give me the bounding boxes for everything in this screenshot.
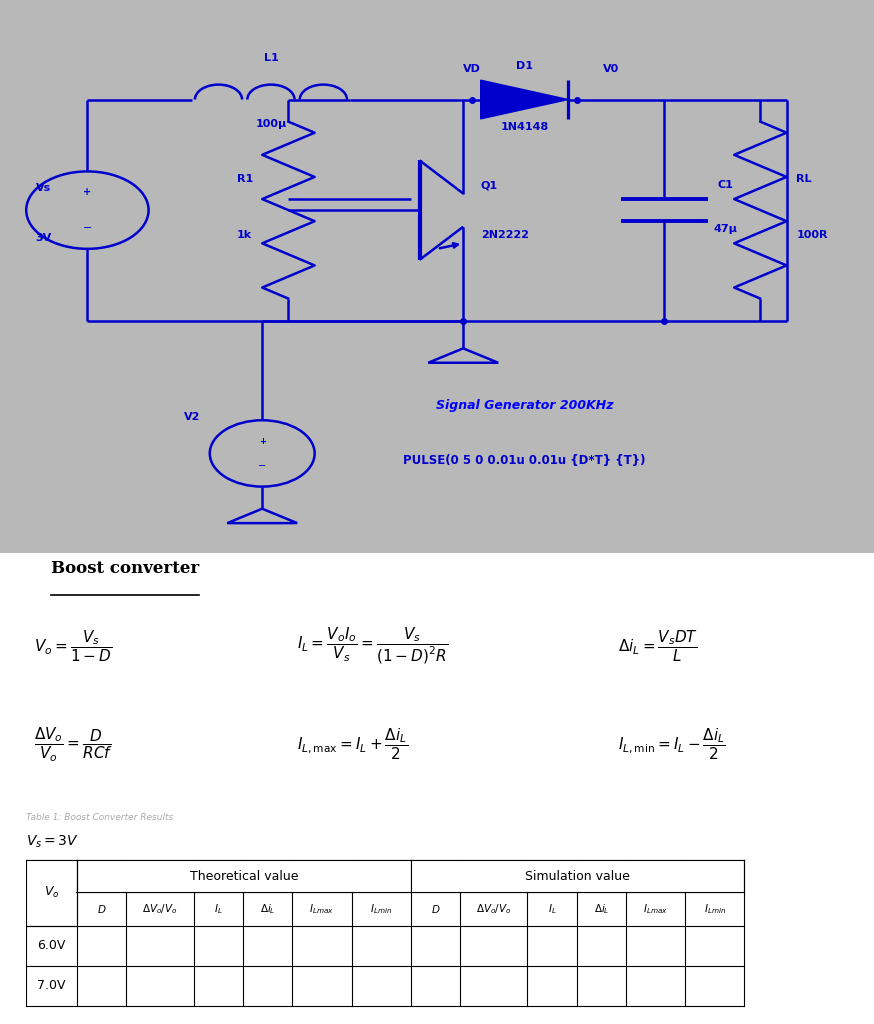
Text: Vs: Vs	[36, 183, 52, 193]
Text: $I_{L,\max}=I_L+\dfrac{\Delta i_L}{2}$: $I_{L,\max}=I_L+\dfrac{\Delta i_L}{2}$	[297, 727, 408, 763]
Text: $I_{Lmax}$: $I_{Lmax}$	[309, 902, 335, 915]
Text: Q1: Q1	[481, 180, 498, 190]
Text: Simulation value: Simulation value	[525, 869, 630, 883]
Text: $D$: $D$	[431, 903, 440, 914]
Text: RL: RL	[796, 174, 812, 184]
Text: 100μ: 100μ	[255, 119, 287, 129]
Text: V0: V0	[603, 63, 620, 74]
Bar	[78, 860, 410, 892]
Text: $\dfrac{\Delta V_o}{V_o}=\dfrac{D}{RCf}$: $\dfrac{\Delta V_o}{V_o}=\dfrac{D}{RCf}$	[34, 726, 114, 764]
Text: 3V: 3V	[36, 232, 52, 243]
Bar	[27, 860, 76, 926]
Text: $V_o=\dfrac{V_s}{1-D}$: $V_o=\dfrac{V_s}{1-D}$	[34, 629, 113, 665]
Text: Signal Generator 200KHz: Signal Generator 200KHz	[435, 399, 614, 413]
Text: $I_{L,\min}=I_L-\dfrac{\Delta i_L}{2}$: $I_{L,\min}=I_L-\dfrac{\Delta i_L}{2}$	[618, 727, 725, 763]
Text: $V_s = 3V$: $V_s = 3V$	[26, 834, 79, 850]
Text: $I_L=\dfrac{V_oI_o}{V_s}=\dfrac{V_s}{(1-D)^2R}$: $I_L=\dfrac{V_oI_o}{V_s}=\dfrac{V_s}{(1-…	[297, 627, 448, 667]
Text: −: −	[83, 223, 92, 232]
Text: D1: D1	[516, 61, 533, 71]
Text: $\Delta i_L$: $\Delta i_L$	[593, 902, 609, 915]
Polygon shape	[481, 80, 568, 119]
Text: −: −	[258, 461, 267, 471]
Text: 7.0V: 7.0V	[38, 979, 66, 992]
Text: Boost converter: Boost converter	[51, 560, 199, 578]
Text: $I_{Lmin}$: $I_{Lmin}$	[370, 902, 392, 915]
Text: Table 1: Boost Converter Results: Table 1: Boost Converter Results	[26, 813, 173, 822]
Text: $I_L$: $I_L$	[548, 902, 557, 915]
Text: $\Delta i_L=\dfrac{V_sDT}{L}$: $\Delta i_L=\dfrac{V_sDT}{L}$	[618, 629, 698, 665]
Text: 2N2222: 2N2222	[481, 229, 529, 240]
Text: 6.0V: 6.0V	[38, 939, 66, 952]
Text: $\Delta i_L$: $\Delta i_L$	[260, 902, 275, 915]
Text: 1N4148: 1N4148	[500, 122, 549, 132]
Text: 1k: 1k	[237, 229, 253, 240]
Text: $V_o$: $V_o$	[44, 886, 59, 900]
Text: V2: V2	[184, 413, 200, 422]
Text: $\Delta V_o/V_o$: $\Delta V_o/V_o$	[475, 902, 511, 915]
Text: VD: VD	[463, 63, 481, 74]
Text: $I_L$: $I_L$	[214, 902, 223, 915]
Text: $D$: $D$	[97, 903, 107, 914]
Text: Theoretical value: Theoretical value	[190, 869, 298, 883]
Text: 100R: 100R	[797, 229, 829, 240]
Text: 47μ: 47μ	[713, 224, 738, 234]
Bar	[412, 860, 744, 892]
Text: $I_{Lmin}$: $I_{Lmin}$	[704, 902, 725, 915]
Text: $\Delta V_o/V_o$: $\Delta V_o/V_o$	[142, 902, 178, 915]
Text: L1: L1	[264, 53, 278, 62]
Text: R1: R1	[237, 174, 253, 184]
Text: +: +	[259, 437, 266, 445]
Text: +: +	[83, 187, 92, 198]
Text: $I_{Lmax}$: $I_{Lmax}$	[643, 902, 668, 915]
Text: C1: C1	[718, 180, 733, 190]
Text: PULSE(0 5 0 0.01u 0.01u {D*T} {T}): PULSE(0 5 0 0.01u 0.01u {D*T} {T})	[403, 455, 646, 468]
